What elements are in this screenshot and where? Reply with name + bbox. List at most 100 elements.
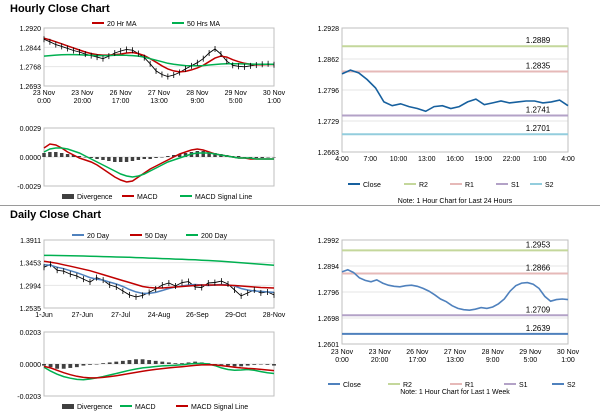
- legend-ma20-label: 20 Hr MA: [107, 21, 137, 28]
- level-label-r1: 1.2866: [526, 264, 551, 273]
- divergence-bar: [42, 153, 46, 157]
- x-tick-label: 29 Nov 5:00: [225, 90, 248, 105]
- divergence-bar: [61, 364, 66, 369]
- divergence-bar: [172, 155, 176, 157]
- legend-r2-label: R2: [403, 382, 412, 389]
- y-tick-label: -0.0203: [17, 394, 41, 401]
- divergence-bar: [59, 153, 64, 157]
- divergence-bar: [160, 157, 164, 158]
- divergence-bar: [226, 364, 230, 366]
- legend-r1-label: R1: [465, 182, 474, 189]
- section-divider: [0, 205, 600, 206]
- divergence-bar: [173, 363, 178, 364]
- divergence-bar: [142, 157, 146, 159]
- divergence-bar: [153, 360, 158, 364]
- series-close: [341, 268, 569, 312]
- divergence-bar: [77, 156, 82, 157]
- divergence-bar: [113, 157, 117, 162]
- legend-macd-label: MACD: [137, 194, 158, 201]
- x-tick-label: 23 Nov 20:00: [369, 349, 392, 364]
- legend-ma200-label: 200 Day: [201, 233, 228, 240]
- level-label-s1: 1.2741: [526, 106, 551, 115]
- divergence-bar: [134, 359, 138, 364]
- divergence-bar: [166, 156, 170, 157]
- divergence-bar: [140, 359, 145, 364]
- divergence-bar: [195, 151, 200, 157]
- y-tick-label: 1.2729: [318, 119, 340, 126]
- divergence-bar: [245, 364, 250, 366]
- divergence-bar: [101, 157, 105, 160]
- level-label-s2: 1.2701: [526, 124, 551, 133]
- divergence-bar: [114, 361, 119, 364]
- legend-signal-label: MACD Signal Line: [195, 194, 252, 201]
- x-tick-label: 22:00: [503, 156, 521, 163]
- divergence-bar: [107, 362, 112, 364]
- level-label-s2: 1.2639: [526, 324, 551, 333]
- divergence-bar: [89, 157, 93, 158]
- series-close: [341, 69, 569, 113]
- plot-frame: [43, 27, 275, 87]
- y-tick-label: 0.0000: [20, 362, 42, 369]
- divergence-bar: [201, 151, 205, 157]
- series-macd: [43, 143, 274, 183]
- series-macd: [43, 362, 275, 381]
- chart-note: Note: 1 Hour Chart for Last 24 Hours: [398, 198, 513, 205]
- divergence-bar: [239, 364, 244, 367]
- legend-close-label: Close: [363, 182, 381, 189]
- y-tick-label: 1.2862: [318, 57, 340, 64]
- divergence-bar: [88, 364, 92, 365]
- divergence-bar: [177, 154, 182, 157]
- x-tick-label: 23 Nov 0:00: [331, 349, 354, 364]
- divergence-bar: [272, 157, 276, 158]
- divergence-bar: [48, 364, 53, 368]
- divergence-bar: [154, 157, 158, 158]
- legend-ma50-label: 50 Day: [145, 233, 168, 240]
- divergence-bar: [207, 152, 211, 157]
- level-label-r1: 1.2835: [526, 62, 551, 71]
- x-tick-label: 4:00: [561, 156, 575, 163]
- series-signal: [43, 147, 274, 178]
- divergence-bar: [254, 157, 259, 158]
- y-tick-label: 1.2796: [318, 88, 340, 95]
- y-tick-label: 1.2928: [318, 26, 340, 33]
- y-tick-label: 1.2844: [20, 45, 42, 52]
- x-tick-label: 27-Jun: [72, 312, 94, 319]
- y-tick-label: 1.2894: [318, 264, 340, 271]
- divergence-bar: [148, 157, 152, 159]
- x-tick-label: 7:00: [363, 156, 377, 163]
- daily-section-title: Daily Close Chart: [10, 209, 102, 221]
- legend-divergence-label: Divergence: [77, 404, 113, 411]
- x-tick-label: 23 Nov 0:00: [33, 90, 56, 105]
- x-tick-label: 26 Nov 17:00: [110, 90, 133, 105]
- divergence-bar: [213, 153, 217, 157]
- divergence-bar: [68, 364, 73, 368]
- x-tick-label: 19:00: [474, 156, 492, 163]
- divergence-bar: [166, 362, 171, 364]
- divergence-bar: [127, 360, 132, 364]
- series-ma50: [43, 53, 274, 67]
- divergence-bar: [95, 157, 99, 159]
- divergence-bar: [74, 364, 79, 368]
- x-tick-label: 16:00: [446, 156, 464, 163]
- divergence-bar: [120, 360, 125, 364]
- y-tick-label: 1.2535: [20, 306, 42, 313]
- divergence-bar: [118, 157, 123, 162]
- hourly-macd-chart: 0.0029 0.0000 -0.0029 Divergence MACD MACD Si…: [17, 126, 276, 201]
- chart-note: Note: 1 Hour Chart for Last 1 Week: [400, 389, 510, 396]
- divergence-bar: [260, 157, 264, 158]
- x-tick-label: 1-Jun: [35, 312, 53, 319]
- legend-r2-label: R2: [419, 182, 428, 189]
- legend-divergence-label: Divergence: [77, 194, 113, 201]
- x-tick-label: 29 Nov 5:00: [519, 349, 542, 364]
- x-tick-label: 13:00: [418, 156, 436, 163]
- x-tick-label: 24-Aug: [148, 312, 171, 319]
- level-label-s1: 1.2709: [526, 305, 551, 314]
- legend-macd-label: MACD: [135, 404, 156, 411]
- y-tick-label: 0.0000: [20, 155, 42, 162]
- divergence-bar: [71, 155, 76, 157]
- divergence-bar: [65, 154, 70, 157]
- x-tick-label: 30 Nov 1:00: [557, 349, 580, 364]
- y-tick-label: 1.2768: [20, 65, 42, 72]
- divergence-bar: [265, 364, 270, 365]
